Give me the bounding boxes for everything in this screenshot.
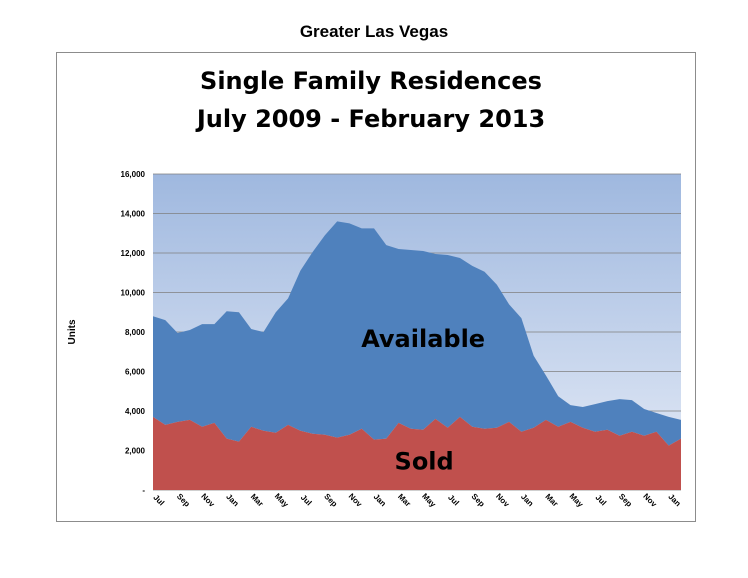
x-tick-label: Jul: [594, 493, 609, 508]
x-tick-label: Mar: [396, 492, 412, 508]
x-tick-label: Nov: [199, 492, 216, 509]
y-tick-label: 16,000: [121, 170, 146, 179]
y-tick-label: 2,000: [125, 447, 146, 456]
y-tick-label: 12,000: [121, 249, 146, 258]
y-tick-label: -: [142, 486, 145, 495]
series-area-available: [153, 221, 681, 446]
y-axis-label: Units: [67, 319, 78, 344]
x-tick-label: Mar: [249, 492, 265, 508]
chart-frame: Single Family Residences July 2009 - Feb…: [56, 52, 696, 522]
x-tick-label: May: [420, 492, 438, 510]
x-tick-label: Sep: [322, 492, 339, 509]
x-tick-label: Jan: [372, 492, 388, 508]
annotation-available: Available: [361, 325, 485, 353]
x-tick-label: Nov: [494, 492, 511, 509]
x-tick-label: May: [273, 492, 291, 510]
x-tick-label: Jan: [224, 492, 240, 508]
x-tick-label: Jul: [446, 493, 461, 508]
x-tick-label: Jan: [519, 492, 535, 508]
x-tick-label: Nov: [641, 492, 658, 509]
x-tick-label: Jan: [666, 492, 682, 508]
x-tick-label: Jul: [299, 493, 314, 508]
y-tick-label: 8,000: [125, 328, 146, 337]
x-tick-label: Nov: [347, 492, 364, 509]
y-tick-label: 4,000: [125, 407, 146, 416]
page-heading: Greater Las Vegas: [299, 22, 449, 41]
x-tick-label: Jul: [151, 493, 166, 508]
x-axis-ticks: Jul Sep Nov Jan Mar May Jul Sep Nov Jan Mar May Jul S…: [151, 492, 682, 510]
y-tick-label: 6,000: [125, 368, 146, 377]
y-tick-label: 14,000: [121, 210, 146, 219]
annotation-sold: Sold: [395, 447, 454, 475]
x-tick-label: Sep: [470, 492, 487, 509]
series-area-sold: [153, 416, 681, 490]
x-tick-label: May: [568, 492, 586, 510]
x-tick-label: Sep: [617, 492, 634, 509]
x-tick-label: Mar: [543, 492, 559, 508]
chart-svg: Single Family Residences July 2009 - Feb…: [67, 67, 683, 510]
x-tick-label: Sep: [175, 492, 192, 509]
chart-title-line-1: Single Family Residences: [200, 67, 542, 95]
y-axis-ticks: - 2,000 4,000 6,000 8,000 10,000 12,000 14,000 1…: [121, 170, 146, 495]
chart-title-line-2: July 2009 - February 2013: [195, 105, 545, 133]
y-tick-label: 10,000: [121, 289, 146, 298]
